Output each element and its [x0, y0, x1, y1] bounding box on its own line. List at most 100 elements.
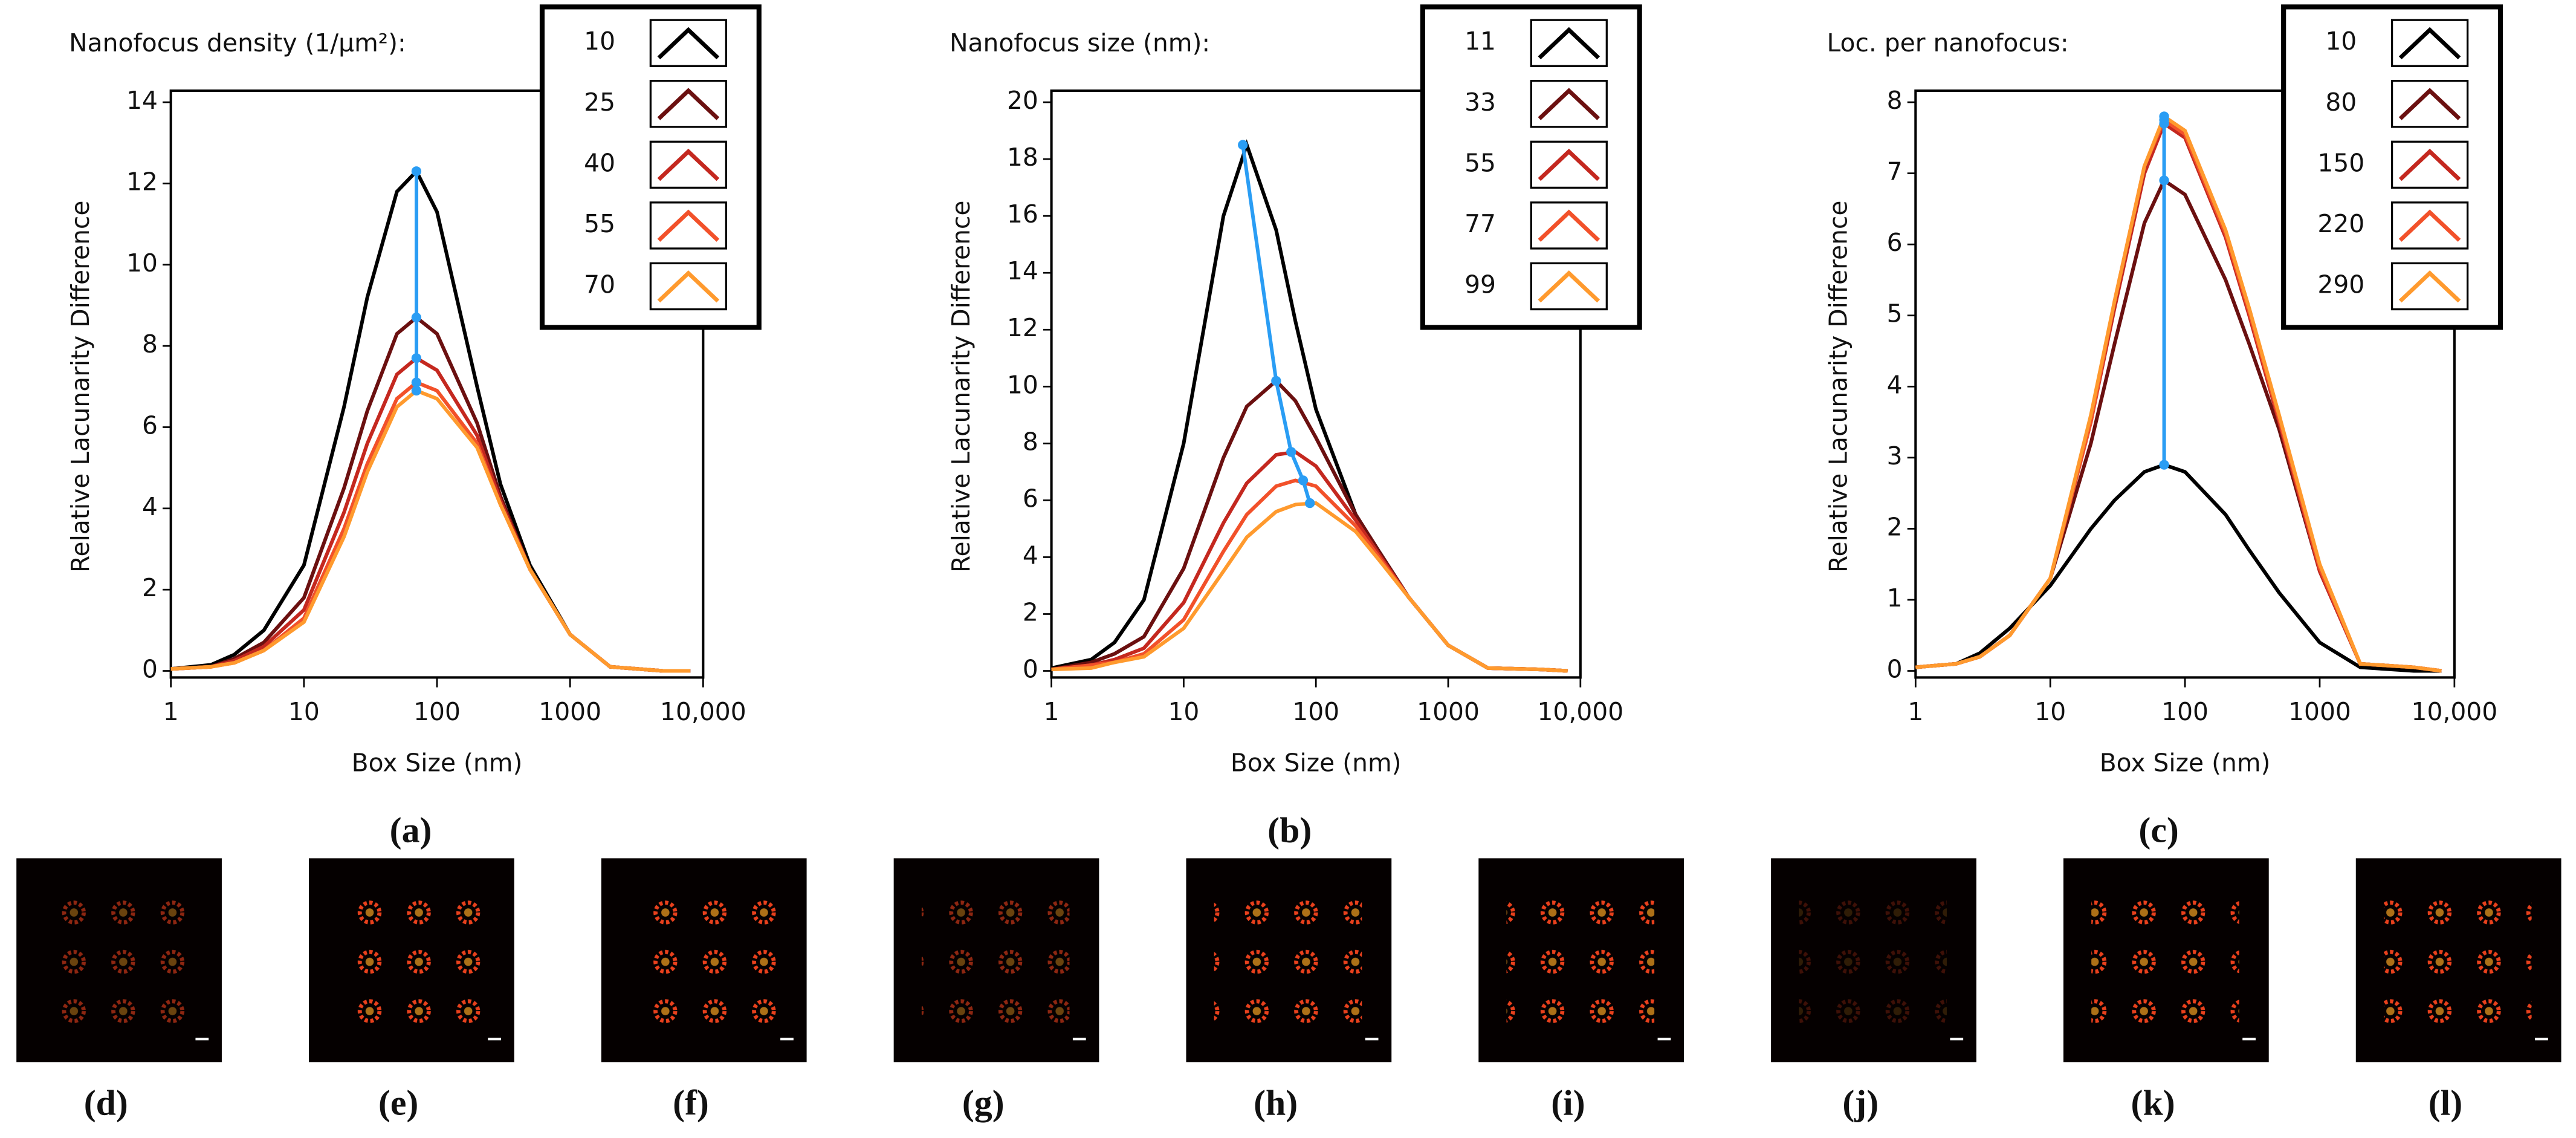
nanofocus-grid	[2383, 886, 2532, 1035]
legend-swatch-box	[649, 19, 728, 67]
x-axis-label: Box Size (nm)	[352, 748, 523, 777]
chart-title: Nanofocus size (nm):	[950, 28, 1210, 57]
legend-swatch	[657, 270, 720, 303]
caption: (b)	[1267, 810, 1312, 850]
legend-swatch	[657, 148, 720, 181]
x-axis-label: Box Size (nm)	[2100, 748, 2271, 777]
x-tick-label: 1000	[539, 697, 601, 726]
nanofocus-grid	[44, 886, 193, 1035]
nanofocus-grid	[2091, 886, 2239, 1035]
series-line	[170, 356, 691, 673]
series-line	[1915, 463, 2442, 673]
y-axis-label: Relative Lacunarity Difference	[1824, 201, 1853, 573]
y-axis-label: Relative Lacunarity Difference	[66, 201, 95, 573]
legend-swatch	[657, 209, 720, 242]
legend-swatch-box	[649, 201, 728, 250]
legend-label: 80	[2325, 88, 2357, 117]
nanofocus-grid	[337, 886, 485, 1035]
y-tick-label: 2	[1023, 597, 1038, 626]
y-tick-label: 12	[1007, 313, 1038, 342]
peak-marker	[2159, 460, 2169, 470]
legend-label: 40	[584, 148, 615, 177]
legend-swatch	[1538, 148, 1600, 181]
legend-swatch	[2398, 88, 2461, 120]
panel-label: (h)	[1254, 1083, 1298, 1123]
x-tick-label: 1000	[1417, 697, 1480, 726]
legend-swatch-box	[2390, 80, 2469, 128]
legend-label: 55	[1464, 148, 1496, 177]
legend-label: 10	[584, 27, 615, 56]
y-tick-label: 10	[126, 249, 158, 278]
x-tick-label: 1000	[2288, 697, 2351, 726]
y-tick-label: 6	[142, 411, 158, 440]
legend-swatch	[2398, 148, 2461, 181]
x-tick-label: 100	[2161, 697, 2209, 726]
peak-marker	[1298, 475, 1309, 486]
caption: (c)	[2138, 810, 2178, 850]
x-tick-label: 10	[1168, 697, 1199, 726]
legend-label: 11	[1464, 27, 1496, 56]
caption: (a)	[390, 810, 432, 850]
legend-swatch-box	[1530, 19, 1608, 67]
legend-swatch-box	[2390, 19, 2469, 67]
legend-swatch-box	[2390, 201, 2469, 250]
legend-swatch	[2398, 209, 2461, 242]
x-tick-label: 10	[288, 697, 320, 726]
legend-swatch-box	[1530, 80, 1608, 128]
y-tick-label: 2	[1887, 512, 1903, 541]
legend-label: 70	[584, 270, 615, 299]
peak-marker	[411, 353, 422, 363]
x-tick-label: 100	[413, 697, 461, 726]
y-tick-label: 4	[1887, 370, 1903, 399]
y-tick-label: 0	[1887, 655, 1903, 684]
y-tick-label: 3	[1887, 441, 1903, 470]
y-tick-label: 14	[126, 86, 158, 115]
panel-label: (f)	[673, 1083, 709, 1123]
y-tick-label: 6	[1887, 228, 1903, 257]
peak-marker	[1238, 140, 1248, 150]
x-tick-label: 1	[163, 697, 179, 726]
chart: Loc. per nanofocus: Box Size (nm) Relative…	[1824, 4, 2503, 850]
y-tick-label: 16	[1007, 200, 1038, 229]
peak-marker	[411, 166, 422, 177]
panel-label: (d)	[84, 1083, 128, 1123]
peak-marker	[1271, 376, 1281, 386]
series-line	[170, 388, 691, 673]
legend-swatch	[657, 88, 720, 120]
peak-marker	[2159, 175, 2169, 186]
legend-swatch	[657, 27, 720, 60]
legend-swatch-box	[2390, 140, 2469, 189]
x-tick-label: 10	[2034, 697, 2066, 726]
peak-marker	[1286, 447, 1296, 457]
legend-swatch	[1538, 88, 1600, 120]
x-axis-label: Box Size (nm)	[1231, 748, 1402, 777]
legend-label: 10	[2325, 27, 2357, 56]
chart: Nanofocus size (nm): Box Size (nm) Relativ…	[947, 4, 1642, 850]
y-tick-label: 18	[1007, 143, 1038, 172]
legend-swatch-box	[1530, 262, 1608, 311]
nanofocus-grid	[1214, 886, 1362, 1035]
panel-label: (i)	[1551, 1083, 1585, 1123]
peak-marker	[411, 377, 422, 388]
legend-swatch-box	[649, 262, 728, 311]
chart: Nanofocus density (1/μm²): Box Size (nm) R…	[66, 4, 762, 850]
legend-label: 290	[2317, 270, 2364, 299]
nanofocus-grid	[921, 886, 1070, 1035]
panel-label: (j)	[1842, 1083, 1879, 1123]
series-line	[1051, 501, 1568, 673]
y-tick-label: 4	[142, 492, 158, 521]
legend-label: 99	[1464, 270, 1496, 299]
legend-label: 77	[1464, 209, 1496, 238]
y-axis-label: Relative Lacunarity Difference	[947, 201, 976, 573]
series-line	[1051, 378, 1568, 673]
legend-label: 150	[2317, 148, 2364, 177]
peak-marker	[411, 312, 422, 323]
nanofocus-grid	[1506, 886, 1655, 1035]
y-tick-label: 0	[142, 655, 158, 684]
y-tick-label: 1	[1887, 584, 1903, 613]
peak-marker	[411, 385, 422, 396]
legend-swatch-box	[649, 140, 728, 189]
panel-label: (l)	[2429, 1083, 2462, 1123]
legend-swatch-box	[1530, 140, 1608, 189]
